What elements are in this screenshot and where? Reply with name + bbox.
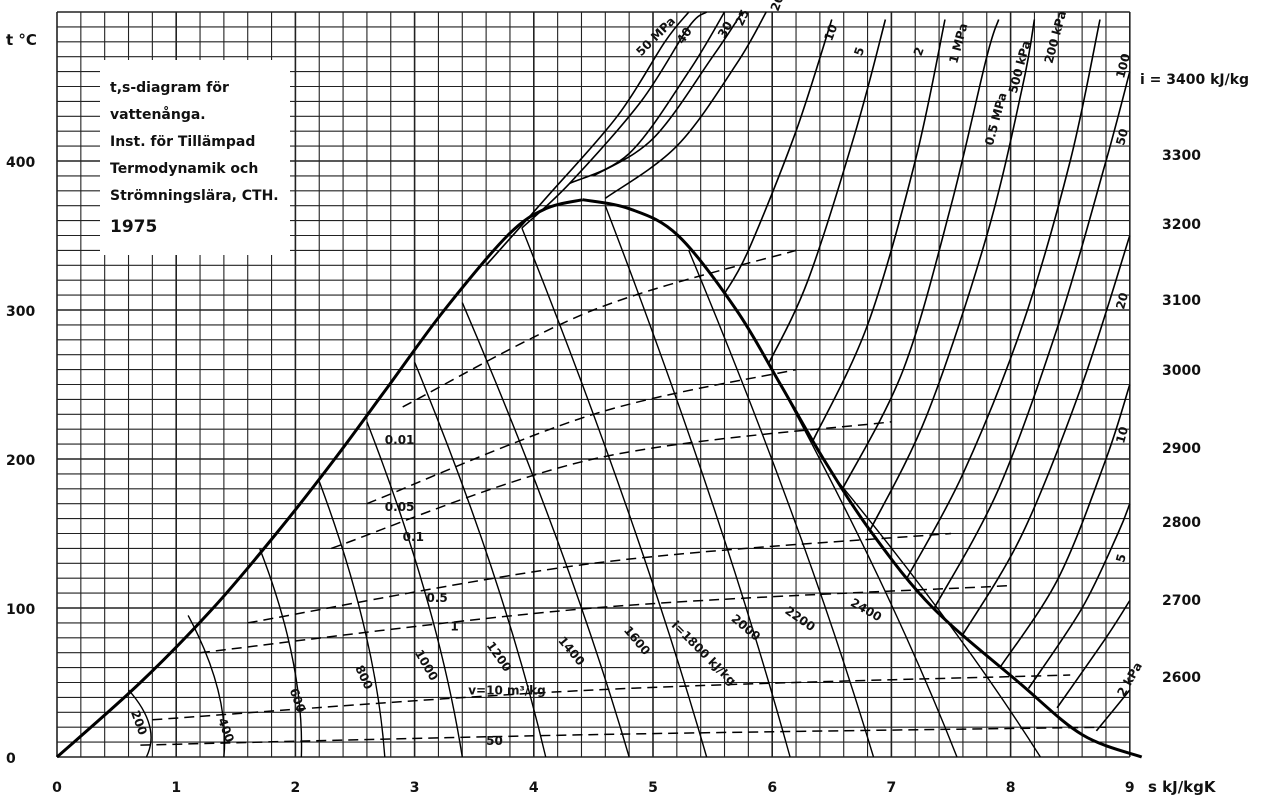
enthalpy-scale-label: 2800 <box>1162 515 1201 531</box>
isochore-curve <box>140 726 1107 746</box>
isobar-curve <box>1027 503 1131 689</box>
isochore-curve <box>152 674 1071 721</box>
isobar-label: 50 <box>1113 127 1131 147</box>
isobar-label: 10 <box>821 22 840 42</box>
isobar-label: 20 <box>1113 291 1131 311</box>
x-tick-label: 7 <box>887 780 897 796</box>
isochore-curve <box>330 421 892 550</box>
isenthalp-curve <box>521 227 708 758</box>
x-tick-label: 2 <box>291 780 301 796</box>
y-tick-label: 100 <box>6 602 35 618</box>
isobar-curve <box>841 19 1000 490</box>
isochore-label: 0.5 <box>427 591 448 605</box>
x-tick-label: 6 <box>767 780 777 796</box>
x-tick-label: 9 <box>1125 780 1135 796</box>
y-tick-label: 300 <box>6 304 35 320</box>
enthalpy-scale-label: 2900 <box>1162 441 1201 457</box>
isobar-label: 100 <box>1113 52 1133 80</box>
isenthalp-curve <box>771 369 958 758</box>
isobar-curve <box>723 19 833 294</box>
enthalpy-top-label: i = 3400 kJ/kg <box>1140 72 1249 88</box>
isenthalp-curve <box>258 548 303 758</box>
isochore-curve <box>199 584 1011 654</box>
isobar-curve <box>1056 600 1131 709</box>
isobar-curve <box>521 11 708 229</box>
isobar-curve <box>485 11 690 266</box>
y-tick-label: 0 <box>6 751 16 767</box>
x-axis-label: s kJ/kgK <box>1148 778 1217 796</box>
enthalpy-scale-label: 2700 <box>1162 593 1201 609</box>
isobar-curve <box>869 19 1036 531</box>
isochore-label: 50 <box>486 734 503 748</box>
isobar-curve <box>961 235 1131 637</box>
info-line-2: vattenånga. <box>110 106 206 123</box>
enthalpy-scale-label: 3300 <box>1162 148 1201 164</box>
isobar-curve <box>811 19 946 442</box>
info-box-frame <box>100 60 290 255</box>
x-tick-label: 5 <box>648 780 658 796</box>
isobar-label: 20 <box>768 0 787 13</box>
isochore-curve <box>366 368 797 505</box>
y-tick-label: 400 <box>6 155 35 171</box>
isochore-label: 0.1 <box>403 530 424 544</box>
isenthalp-curve <box>604 205 791 758</box>
isenthalp-curve <box>831 473 1041 758</box>
isobar-curve <box>933 71 1131 609</box>
isochore-label: 0.01 <box>385 433 415 447</box>
x-tick-label: 0 <box>52 780 62 796</box>
isobar-curve <box>1095 689 1131 732</box>
enthalpy-scale-label: 3200 <box>1162 217 1201 233</box>
info-year: 1975 <box>110 217 157 237</box>
y-tick-label: 200 <box>6 453 35 469</box>
isenthalp-curve <box>127 689 152 758</box>
saturated-liquid-line <box>56 198 584 759</box>
info-line-3: Inst. för Tillämpad <box>110 134 255 150</box>
info-line-5: Strömningslära, CTH. <box>110 188 279 204</box>
isenthalp-curve <box>318 481 386 758</box>
saturated-vapor-line <box>582 198 1143 759</box>
isobar-label: 10 <box>1113 425 1131 445</box>
enthalpy-scale-label: 3000 <box>1162 363 1201 379</box>
isobar-curve <box>999 384 1131 669</box>
isobar-curve <box>767 19 887 364</box>
isenthalp-curve <box>413 361 547 758</box>
isenthalp-curve <box>366 421 463 758</box>
isochore-label: 0.05 <box>385 500 415 514</box>
info-line-1: t,s-diagram för <box>110 80 229 96</box>
info-line-4: Termodynamik och <box>110 161 258 177</box>
isobar-curve <box>906 19 1101 579</box>
enthalpy-scale-label: 2600 <box>1162 670 1201 686</box>
y-axis-label: t °C <box>6 31 37 49</box>
isenthalp-curve <box>187 615 226 758</box>
isochore-curve <box>402 249 797 408</box>
isochore-curve <box>247 532 952 624</box>
isobar-curve <box>592 11 744 177</box>
enthalpy-scale-label: 3100 <box>1162 293 1201 309</box>
isobar-label: 5 <box>1113 552 1129 564</box>
x-tick-label: 4 <box>529 780 539 796</box>
isochore-label: v=10 m³/kg <box>468 683 545 697</box>
isobar-curve <box>604 11 767 199</box>
isenthalp-curve <box>688 250 875 758</box>
isenthalp-curve <box>461 302 630 758</box>
x-tick-label: 3 <box>410 780 420 796</box>
isobar-label: 25 <box>732 7 752 28</box>
x-tick-label: 8 <box>1006 780 1016 796</box>
chart-curves <box>56 11 1143 759</box>
isochore-label: 1 <box>450 619 458 633</box>
info-box: t,s-diagram för vattenånga. Inst. för Ti… <box>100 60 290 255</box>
x-tick-label: 1 <box>171 780 181 796</box>
